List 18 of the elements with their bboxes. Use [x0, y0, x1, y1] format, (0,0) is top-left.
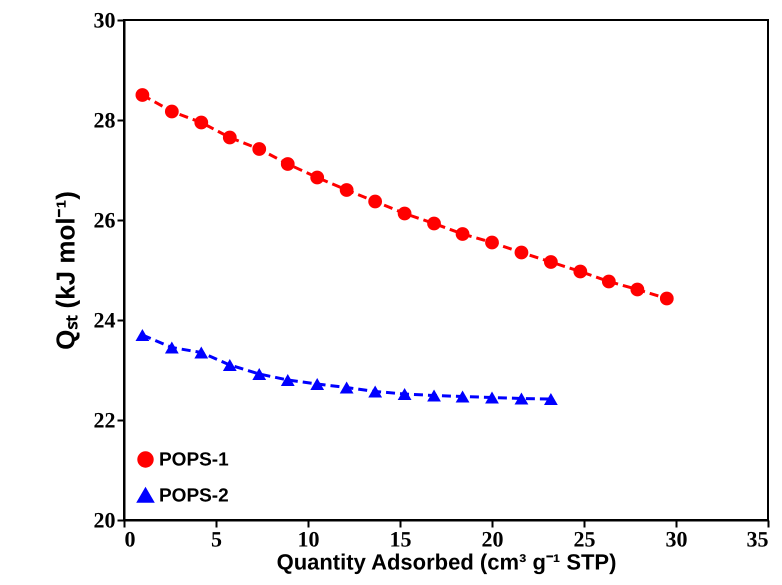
x-tick-label: 15 [390, 526, 412, 552]
x-tick-label: 5 [211, 526, 222, 552]
y-tick-label: 30 [94, 8, 116, 32]
y-tick-label: 24 [94, 308, 116, 332]
legend-label: POPS-1 [159, 450, 230, 470]
x-tick-label: 30 [666, 526, 688, 552]
x-tick-label: 35 [746, 526, 768, 552]
x-tick-label: 20 [482, 526, 504, 552]
y-axis-title: Qₛₜ (kJ mol⁻¹) [50, 191, 80, 350]
x-axis-title: Quantity Adsorbed (cm³ g⁻¹ STP) [276, 550, 616, 574]
y-tick-label: 26 [94, 208, 116, 232]
y-tick-label: 20 [94, 508, 116, 532]
legend-label: POPS-2 [159, 486, 229, 506]
x-tick-label: 10 [298, 526, 320, 552]
x-tick-label: 0 [124, 526, 136, 552]
x-tick-label: 25 [574, 526, 596, 552]
y-tick-label: 22 [94, 408, 116, 432]
y-tick-label: 28 [94, 108, 116, 132]
